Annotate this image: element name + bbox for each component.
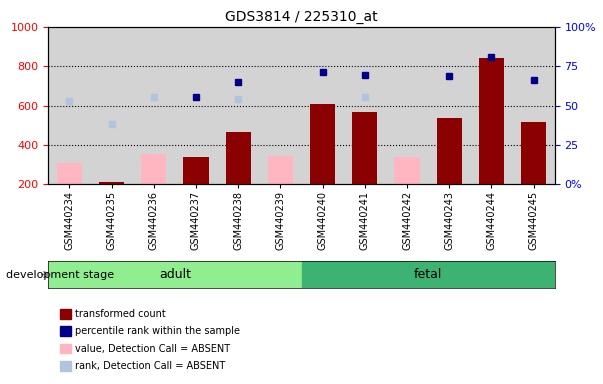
Bar	[513, 27, 555, 184]
Bar	[175, 27, 217, 184]
Bar	[479, 58, 504, 184]
Bar	[302, 261, 555, 288]
Bar	[437, 118, 462, 184]
Bar	[470, 27, 513, 184]
Text: development stage: development stage	[6, 270, 114, 280]
Bar	[141, 154, 166, 184]
Text: transformed count: transformed count	[75, 309, 166, 319]
Bar	[352, 111, 377, 184]
Bar	[310, 104, 335, 184]
Bar	[90, 27, 133, 184]
Bar	[57, 163, 82, 184]
Text: fetal: fetal	[414, 268, 443, 281]
Bar	[60, 309, 71, 319]
Bar	[521, 122, 546, 184]
Bar	[386, 27, 428, 184]
Text: adult: adult	[159, 268, 191, 281]
Bar	[226, 132, 251, 184]
Bar	[60, 361, 71, 371]
Bar	[133, 27, 175, 184]
Bar	[259, 27, 302, 184]
Bar	[268, 156, 293, 184]
Bar	[60, 326, 71, 336]
Bar	[99, 182, 124, 184]
Bar	[302, 27, 344, 184]
Bar	[217, 27, 259, 184]
Bar	[394, 157, 420, 184]
Bar	[344, 27, 386, 184]
Text: value, Detection Call = ABSENT: value, Detection Call = ABSENT	[75, 344, 230, 354]
Title: GDS3814 / 225310_at: GDS3814 / 225310_at	[225, 10, 378, 25]
Bar	[428, 27, 470, 184]
Bar	[60, 344, 71, 353]
Text: rank, Detection Call = ABSENT: rank, Detection Call = ABSENT	[75, 361, 226, 371]
Text: percentile rank within the sample: percentile rank within the sample	[75, 326, 241, 336]
Bar	[48, 27, 90, 184]
Bar	[48, 261, 302, 288]
Bar	[183, 157, 209, 184]
